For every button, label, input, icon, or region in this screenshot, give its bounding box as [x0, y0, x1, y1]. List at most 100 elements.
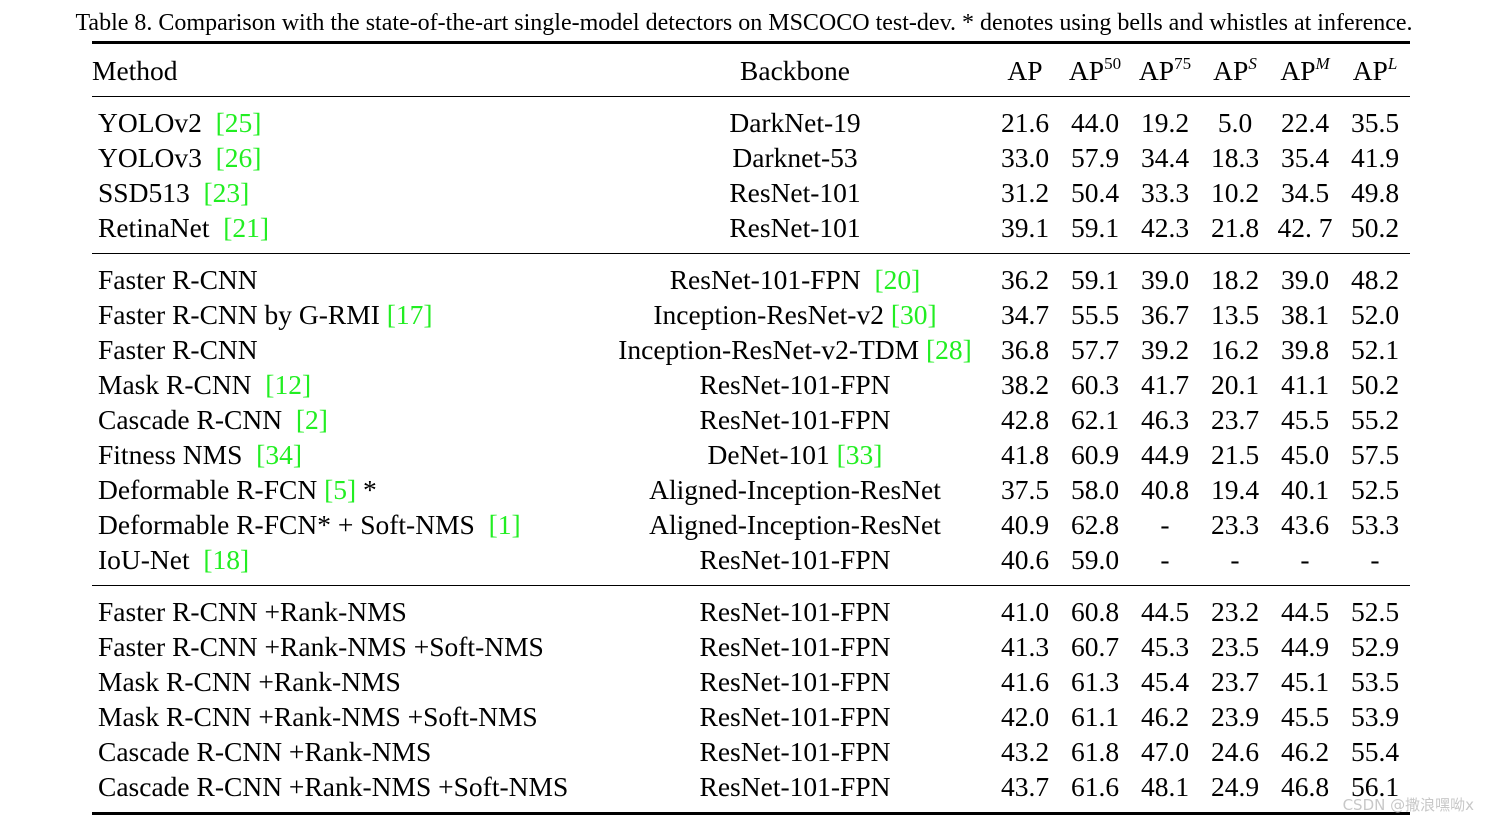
backbone-name: ResNet-101-FPN — [699, 404, 891, 435]
backbone-name: DeNet-101 — [707, 439, 837, 470]
ap75-value: 44.9 — [1140, 439, 1190, 470]
aps-value: 23.7 — [1210, 666, 1260, 697]
method-citation-link[interactable]: [25] — [215, 107, 262, 138]
ap50-value: 57.9 — [1070, 142, 1120, 173]
header-ap75-sup: 75 — [1174, 53, 1192, 73]
method-name: IoU-Net — [98, 544, 204, 575]
apl-value: 56.1 — [1340, 769, 1410, 815]
aps-value: 5.0 — [1217, 107, 1253, 138]
method-name: Mask R-CNN — [98, 369, 266, 400]
method-cell: Faster R-CNN — [92, 332, 600, 367]
header-method: Method — [92, 41, 600, 97]
method-name: Cascade R-CNN — [98, 404, 296, 435]
apl-value: 48.2 — [1350, 264, 1400, 295]
apm-value: 46.2 — [1280, 736, 1330, 767]
apm-value: 35.4 — [1280, 142, 1330, 173]
ap-value: 31.2 — [1000, 177, 1050, 208]
ap75-value: 45.3 — [1140, 631, 1190, 662]
method-cell: Mask R-CNN +Rank-NMS +Soft-NMS — [92, 699, 600, 734]
backbone-cell: ResNet-101 — [600, 210, 990, 254]
method-name: Mask R-CNN +Rank-NMS +Soft-NMS — [98, 701, 538, 732]
ap75-value: 48.1 — [1130, 769, 1200, 815]
method-citation-link[interactable]: [18] — [203, 544, 250, 575]
apm-value: 41.1 — [1280, 369, 1330, 400]
ap75-value: - — [1160, 509, 1170, 540]
header-apl: APL — [1340, 41, 1410, 97]
method-cell: Mask R-CNN [12] — [92, 367, 600, 402]
method-cell: Cascade R-CNN [2] — [92, 402, 600, 437]
backbone-name: DarkNet-19 — [729, 107, 861, 138]
backbone-citation-link[interactable]: [28] — [925, 334, 972, 365]
apm-value: 45.1 — [1280, 666, 1330, 697]
aps-value: 18.3 — [1210, 142, 1260, 173]
table-row: IoU-Net [18] ResNet-101-FPN 40.6 59.0- - - - — [92, 542, 1410, 586]
ap50-value: 61.6 — [1060, 769, 1130, 815]
backbone-cell: ResNet-101-FPN [20] — [600, 254, 990, 298]
ap75-value: 46.2 — [1140, 701, 1190, 732]
backbone-citation-link[interactable]: [33] — [836, 439, 883, 470]
backbone-cell: ResNet-101-FPN — [600, 699, 990, 734]
table-row: Faster R-CNN by G-RMI [17] Inception-ResN… — [92, 297, 1410, 332]
method-citation-link[interactable]: [23] — [203, 177, 250, 208]
ap75-value: 19.2 — [1140, 107, 1190, 138]
method-cell: Faster R-CNN +Rank-NMS — [92, 586, 600, 630]
table-row: Fitness NMS [34] DeNet-101 [33] 41.8 60.9 44… — [92, 437, 1410, 472]
method-citation-link[interactable]: [12] — [265, 369, 312, 400]
method-citation-link[interactable]: [26] — [215, 142, 262, 173]
ap-value: 43.2 — [1000, 736, 1050, 767]
aps-value: 18.2 — [1210, 264, 1260, 295]
ap-value: 36.2 — [1000, 264, 1050, 295]
ap50-value: 61.3 — [1070, 666, 1120, 697]
ap75-value: 39.2 — [1140, 334, 1190, 365]
apl-value: 41.9 — [1350, 142, 1400, 173]
method-citation-link[interactable]: [21] — [223, 212, 270, 243]
backbone-citation-link[interactable]: [30] — [890, 299, 937, 330]
method-name: Fitness NMS — [98, 439, 257, 470]
header-backbone: Backbone — [600, 41, 990, 97]
aps-value: 21.5 — [1210, 439, 1260, 470]
method-name: Cascade R-CNN +Rank-NMS — [98, 736, 432, 767]
backbone-name: Inception-ResNet-v2-TDM — [618, 334, 926, 365]
backbone-cell: ResNet-101-FPN — [600, 586, 990, 630]
method-cell: Cascade R-CNN +Rank-NMS — [92, 734, 600, 769]
apl-value: 52.9 — [1350, 631, 1400, 662]
method-citation-link[interactable]: [2] — [295, 404, 328, 435]
backbone-cell: Inception-ResNet-v2 [30] — [600, 297, 990, 332]
method-cell: Faster R-CNN +Rank-NMS +Soft-NMS — [92, 629, 600, 664]
aps-value: 23.7 — [1210, 404, 1260, 435]
method-citation-link[interactable]: [34] — [256, 439, 302, 470]
table-row: Faster R-CNN ResNet-101-FPN [20] 36.2 59.1 3… — [92, 254, 1410, 298]
backbone-name: ResNet-101 — [729, 177, 861, 208]
method-citation-link[interactable]: [1] — [488, 509, 521, 540]
ap75-value: 34.4 — [1140, 142, 1190, 173]
ap50-value: 50.4 — [1070, 177, 1120, 208]
apm-value: 44.9 — [1280, 631, 1330, 662]
method-name: YOLOv2 — [98, 107, 216, 138]
backbone-citation-link[interactable]: [20] — [874, 264, 921, 295]
ap50-value: 60.9 — [1070, 439, 1120, 470]
table-row: YOLOv2 [25] DarkNet-19 21.6 44.0 19.2 5.0 22.4… — [92, 97, 1410, 141]
method-suffix: * — [356, 474, 377, 505]
apl-value: 35.5 — [1350, 107, 1400, 138]
ap50-value: 61.8 — [1070, 736, 1120, 767]
table-row: Cascade R-CNN [2] ResNet-101-FPN 42.8 62.1 4… — [92, 402, 1410, 437]
ap-value: 43.7 — [990, 769, 1060, 815]
apl-value: 52.1 — [1350, 334, 1400, 365]
method-citation-link[interactable]: [5] — [324, 474, 357, 505]
apm-value: 34.5 — [1280, 177, 1330, 208]
method-cell: IoU-Net [18] — [92, 542, 600, 586]
apm-value: 43.6 — [1280, 509, 1330, 540]
header-apl-base: AP — [1352, 54, 1388, 86]
method-name: Deformable R-FCN* + Soft-NMS — [98, 509, 489, 540]
apl-value: 50.2 — [1340, 210, 1410, 254]
backbone-cell: Aligned-Inception-ResNet — [600, 507, 990, 542]
ap75-value: 45.4 — [1140, 666, 1190, 697]
method-citation-link[interactable]: [17] — [386, 299, 433, 330]
method-cell: Fitness NMS [34] — [92, 437, 600, 472]
method-name: YOLOv3 — [98, 142, 216, 173]
backbone-name: ResNet-101-FPN — [699, 736, 891, 767]
ap50-value: 44.0 — [1070, 107, 1120, 138]
apm-value: - — [1270, 542, 1340, 586]
backbone-cell: ResNet-101 — [600, 175, 990, 210]
ap-value: 41.6 — [1000, 666, 1050, 697]
